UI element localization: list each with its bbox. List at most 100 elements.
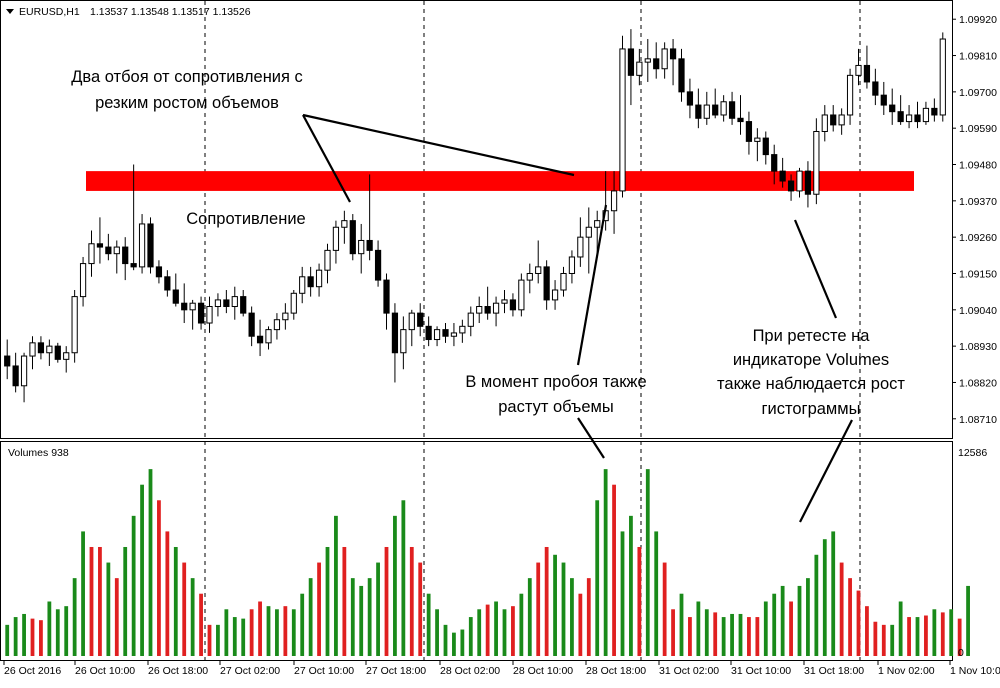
candle-body bbox=[299, 276, 306, 294]
candle bbox=[880, 81, 887, 115]
candle-body bbox=[830, 114, 837, 126]
volume-bar bbox=[157, 500, 161, 656]
annotation-two-bounces-line1: Два отбоя от сопротивления с bbox=[71, 68, 303, 86]
candle bbox=[636, 48, 643, 86]
time-tick-label: 1 Nov 02:00 bbox=[878, 665, 935, 677]
candle bbox=[433, 326, 441, 347]
candle-body bbox=[535, 266, 542, 274]
price-tick-label: 1.08710 bbox=[959, 414, 997, 426]
volume-bar bbox=[258, 601, 262, 656]
price-tick-label: 1.09810 bbox=[959, 51, 997, 63]
candle bbox=[560, 266, 567, 297]
candle bbox=[147, 217, 154, 274]
annotation-breakout-line2: растут объемы bbox=[498, 398, 614, 416]
candle bbox=[728, 91, 736, 125]
volume-bar bbox=[898, 601, 903, 656]
volume-bar bbox=[502, 609, 507, 656]
candle-body bbox=[594, 220, 601, 228]
candle-body bbox=[889, 104, 896, 113]
volume-bar bbox=[544, 546, 549, 656]
candle bbox=[46, 339, 53, 366]
volume-bar bbox=[789, 601, 793, 656]
time-tick-label: 1 Nov 10:00 bbox=[950, 665, 1000, 677]
candle-body bbox=[779, 170, 786, 182]
volume-bar bbox=[72, 578, 77, 656]
volume-bar bbox=[182, 562, 187, 656]
candle-body bbox=[695, 104, 702, 119]
candle bbox=[324, 243, 331, 284]
candle bbox=[130, 164, 137, 271]
candle bbox=[813, 118, 820, 205]
candle bbox=[155, 260, 163, 284]
candle bbox=[914, 101, 921, 129]
time-tick-label: 27 Oct 02:00 bbox=[220, 665, 280, 677]
candle-body bbox=[922, 107, 930, 123]
volume-bar bbox=[654, 531, 659, 656]
candle bbox=[518, 273, 525, 317]
volume-bar bbox=[738, 613, 743, 656]
price-tick-label: 1.09920 bbox=[959, 14, 997, 26]
candle bbox=[290, 290, 297, 320]
annotation-arrows bbox=[302, 113, 853, 523]
volume-bar bbox=[317, 562, 321, 656]
volume-bar bbox=[64, 606, 69, 656]
candle bbox=[164, 270, 171, 297]
ohlc-readout: 1.13537 1.13548 1.13517 1.13526 bbox=[90, 6, 251, 18]
candle-body bbox=[577, 236, 584, 258]
candle bbox=[105, 233, 112, 261]
candle-body bbox=[12, 365, 19, 387]
candle bbox=[644, 39, 651, 82]
volume-bar bbox=[300, 593, 305, 656]
candle bbox=[122, 237, 129, 281]
volume-bar bbox=[266, 606, 271, 656]
candle-body bbox=[147, 223, 154, 268]
volume-bar bbox=[232, 617, 237, 656]
candle-body bbox=[358, 239, 365, 255]
candle-body bbox=[897, 111, 904, 123]
price-tick-label: 1.08930 bbox=[959, 341, 997, 353]
candle bbox=[509, 293, 517, 317]
price-tick-label: 1.09370 bbox=[959, 196, 997, 208]
candle bbox=[745, 111, 753, 155]
price-tick-label: 1.08820 bbox=[959, 377, 997, 389]
volume-bar bbox=[519, 593, 524, 656]
candle-body bbox=[273, 319, 281, 331]
annotation-retest-line4: гистограммы bbox=[762, 400, 861, 418]
resistance-zone bbox=[86, 171, 914, 191]
candle bbox=[214, 293, 222, 317]
volume-bar bbox=[595, 500, 600, 656]
price-tick-label: 1.09150 bbox=[959, 268, 997, 280]
volume-min-label: 0 bbox=[958, 647, 964, 659]
candle-body bbox=[771, 154, 778, 172]
candle-body bbox=[20, 355, 28, 387]
candle bbox=[206, 296, 213, 333]
candle bbox=[358, 223, 365, 274]
candle-body bbox=[425, 325, 432, 341]
candle-body bbox=[459, 325, 466, 334]
volume-bar bbox=[216, 624, 220, 656]
candle-body bbox=[492, 302, 500, 314]
candle-body bbox=[619, 48, 626, 192]
volume-bar bbox=[249, 609, 254, 656]
candle bbox=[299, 266, 306, 304]
volume-bar bbox=[536, 562, 541, 656]
candle-body bbox=[754, 137, 761, 142]
volume-bar bbox=[494, 601, 498, 656]
volume-bar bbox=[831, 531, 836, 656]
candle bbox=[619, 35, 626, 198]
candle bbox=[341, 210, 348, 244]
volume-bar bbox=[468, 617, 473, 656]
candle-body bbox=[509, 299, 517, 311]
candle-body bbox=[543, 266, 550, 301]
candle bbox=[804, 161, 812, 208]
chevron-down-icon[interactable] bbox=[6, 9, 14, 14]
candle bbox=[577, 217, 584, 267]
candle bbox=[307, 266, 314, 297]
candle bbox=[248, 306, 255, 347]
candle bbox=[830, 105, 837, 132]
candle-body bbox=[880, 94, 887, 106]
volume-bar bbox=[224, 609, 229, 656]
candle-body bbox=[813, 130, 820, 195]
candle bbox=[450, 323, 458, 347]
candle bbox=[71, 290, 78, 363]
